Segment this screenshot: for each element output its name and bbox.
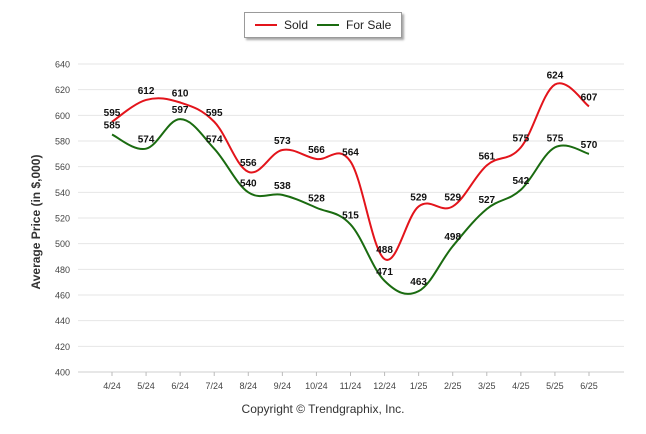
data-label-sold: 607 [581,92,598,103]
y-tick-label: 480 [55,265,70,275]
data-label-sold: 595 [104,108,121,119]
x-tick-label: 2/25 [444,381,462,391]
x-tick-label: 3/25 [478,381,496,391]
data-label-sold: 488 [376,245,393,256]
data-label-sold: 610 [172,89,189,100]
x-tick-label: 6/24 [171,381,189,391]
data-label-for-sale: 463 [410,277,427,288]
legend-swatch-sold [255,24,277,26]
x-tick-label: 12/24 [373,381,396,391]
data-label-sold: 573 [274,136,291,147]
data-label-for-sale: 498 [444,232,461,243]
data-label-for-sale: 574 [206,135,223,146]
legend: Sold For Sale [244,12,402,38]
x-tick-label: 8/24 [240,381,258,391]
data-label-for-sale: 527 [478,195,495,206]
data-label-sold: 564 [342,148,359,159]
data-label-for-sale: 585 [104,121,121,132]
data-label-sold: 556 [240,158,257,169]
legend-item-sold: Sold [255,13,308,37]
y-axis-tick-labels: 400 420 440 460 480 500 520 540 560 580 600 620 640 [55,60,70,378]
legend-swatch-for-sale [317,24,339,26]
y-tick-label: 400 [55,368,70,378]
data-label-sold: 561 [478,151,495,162]
legend-label-for-sale: For Sale [346,18,392,32]
y-tick-label: 600 [55,111,70,121]
data-label-for-sale: 540 [240,178,257,189]
data-label-for-sale: 528 [308,194,325,205]
y-tick-label: 520 [55,214,70,224]
data-label-for-sale: 574 [138,135,155,146]
y-axis-label: Average Price (in $,000) [29,155,43,290]
legend-label-sold: Sold [284,18,309,32]
y-tick-label: 540 [55,188,70,198]
y-tick-label: 440 [55,316,70,326]
y-tick-label: 460 [55,291,70,301]
y-tick-label: 580 [55,137,70,147]
x-tick-label: 6/25 [580,381,598,391]
x-tick-label: 5/24 [137,381,155,391]
data-label-sold: 612 [138,86,155,97]
x-tick-label: 4/25 [512,381,530,391]
data-label-for-sale: 471 [376,267,393,278]
y-tick-label: 420 [55,342,70,352]
x-tick-label: 4/24 [103,381,121,391]
data-label-for-sale: 575 [547,133,564,144]
data-label-for-sale: 515 [342,210,359,221]
data-label-sold: 529 [444,192,461,203]
y-tick-label: 560 [55,162,70,172]
data-label-for-sale: 542 [513,176,530,187]
x-axis-tick-labels: 4/24 5/24 6/24 7/24 8/24 9/24 10/24 11/24 12/24 1… [103,372,598,391]
legend-item-for-sale: For Sale [317,13,391,37]
x-tick-label: 1/25 [410,381,428,391]
x-tick-label: 5/25 [546,381,564,391]
series-line-for-sale [111,118,590,295]
data-label-for-sale: 570 [581,140,598,151]
copyright-text: Copyright © Trendgraphix, Inc. [241,402,405,416]
series-lines [111,82,590,295]
x-tick-label: 11/24 [340,381,362,391]
data-label-for-sale: 597 [172,105,189,116]
data-label-sold: 595 [206,108,223,119]
data-label-sold: 624 [547,71,564,82]
y-tick-label: 500 [55,239,70,249]
x-tick-label: 10/24 [305,381,328,391]
data-labels: 595 612 610 595 556 573 566 564 488 529 529 561 575 6… [104,71,598,289]
data-label-sold: 529 [410,192,427,203]
data-label-sold: 566 [308,145,325,156]
x-tick-label: 9/24 [274,381,292,391]
y-tick-label: 640 [55,60,70,70]
y-tick-label: 620 [55,85,70,95]
series-line-sold [111,82,590,261]
data-label-for-sale: 538 [274,181,291,192]
x-tick-label: 7/24 [205,381,223,391]
data-label-sold: 575 [513,133,530,144]
